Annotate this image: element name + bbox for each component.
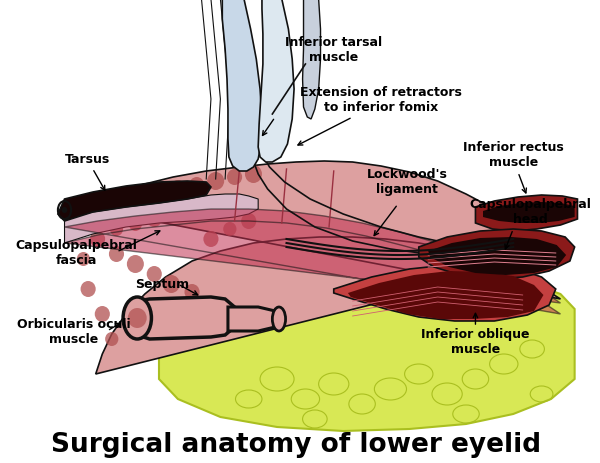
Polygon shape: [483, 202, 575, 224]
Circle shape: [151, 187, 167, 202]
Circle shape: [167, 207, 180, 221]
Circle shape: [203, 232, 218, 247]
Circle shape: [189, 178, 205, 194]
Text: Extension of retractors
to inferior fomix: Extension of retractors to inferior fomi…: [300, 86, 462, 114]
Circle shape: [127, 256, 144, 274]
Circle shape: [62, 207, 67, 213]
Polygon shape: [65, 194, 258, 244]
Polygon shape: [258, 0, 294, 163]
Ellipse shape: [123, 297, 151, 339]
Text: Capsulopalpebral
fascia: Capsulopalpebral fascia: [16, 238, 138, 266]
Text: Surgical anatomy of lower eyelid: Surgical anatomy of lower eyelid: [51, 431, 541, 457]
Text: Orbicularis oculi
muscle: Orbicularis oculi muscle: [17, 317, 131, 345]
Polygon shape: [428, 238, 566, 275]
Circle shape: [110, 223, 123, 237]
Polygon shape: [222, 0, 262, 172]
Circle shape: [129, 218, 142, 232]
Polygon shape: [159, 257, 575, 431]
Ellipse shape: [272, 307, 286, 332]
Circle shape: [76, 206, 91, 223]
Circle shape: [131, 191, 149, 208]
Circle shape: [147, 212, 162, 227]
Circle shape: [163, 275, 180, 294]
Polygon shape: [126, 297, 235, 339]
Circle shape: [147, 266, 162, 282]
Circle shape: [245, 166, 262, 184]
Circle shape: [241, 213, 256, 230]
Circle shape: [94, 200, 111, 219]
Text: Tarsus: Tarsus: [65, 153, 110, 191]
Circle shape: [227, 169, 242, 186]
Text: Septum: Septum: [136, 278, 190, 291]
Polygon shape: [228, 307, 279, 332]
Circle shape: [223, 223, 236, 237]
Circle shape: [169, 181, 187, 199]
Circle shape: [105, 332, 118, 346]
Polygon shape: [65, 210, 560, 314]
Circle shape: [207, 173, 224, 191]
Text: Inferior oblique
muscle: Inferior oblique muscle: [421, 327, 530, 355]
Text: Capsulopalpebral
head: Capsulopalpebral head: [469, 198, 591, 225]
Text: Lockwood's
ligament: Lockwood's ligament: [367, 168, 448, 195]
Circle shape: [184, 284, 200, 300]
Polygon shape: [334, 265, 556, 321]
Circle shape: [128, 308, 147, 328]
Circle shape: [113, 197, 129, 213]
Polygon shape: [65, 162, 560, 374]
Polygon shape: [419, 230, 575, 279]
Circle shape: [90, 232, 105, 247]
Text: Inferior tarsal
muscle: Inferior tarsal muscle: [285, 36, 382, 64]
Polygon shape: [348, 271, 544, 319]
Polygon shape: [58, 181, 211, 221]
Circle shape: [80, 282, 95, 297]
Circle shape: [77, 252, 90, 266]
Polygon shape: [302, 0, 320, 120]
Circle shape: [95, 307, 110, 322]
Text: Inferior rectus
muscle: Inferior rectus muscle: [463, 141, 563, 169]
Polygon shape: [475, 195, 577, 232]
Circle shape: [109, 246, 124, 263]
